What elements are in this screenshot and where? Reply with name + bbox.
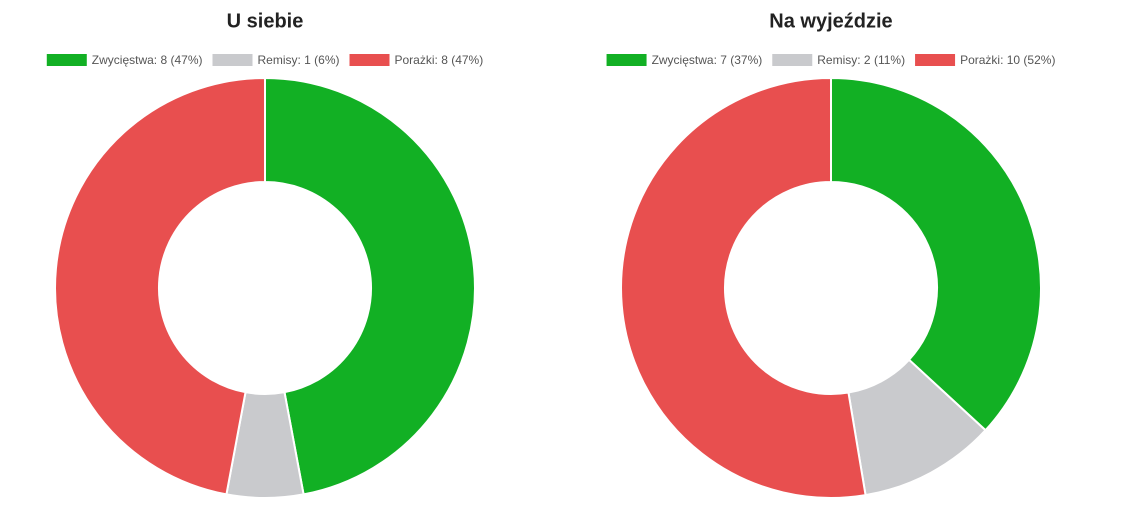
legend-swatch xyxy=(212,54,253,66)
chart-title: Na wyjeździe xyxy=(769,10,892,32)
legend-swatch xyxy=(349,54,390,66)
chart-title: U siebie xyxy=(227,10,304,32)
donut-slice xyxy=(830,76,1042,432)
donut-slice xyxy=(54,76,266,496)
legend-swatch xyxy=(915,54,956,66)
legend: Zwycięstwa: 8 (47%) Remisy: 1 (6%) Porażki… xyxy=(46,53,484,67)
legend: Zwycięstwa: 7 (37%) Remisy: 2 (11%) Porażk… xyxy=(606,53,1055,67)
legend-label: Zwycięstwa: 8 (47%) xyxy=(92,53,203,67)
legend-label: Remisy: 2 (11%) xyxy=(817,53,905,67)
donut-slice xyxy=(264,76,476,496)
legend-label: Porażki: 8 (47%) xyxy=(395,53,484,67)
legend-swatch xyxy=(606,54,647,66)
donut-slice xyxy=(620,76,867,499)
legend-swatch xyxy=(46,54,87,66)
legend-label: Zwycięstwa: 7 (37%) xyxy=(652,53,763,67)
legend-label: Remisy: 1 (6%) xyxy=(257,53,339,67)
legend-swatch xyxy=(772,54,813,66)
legend-label: Porażki: 10 (52%) xyxy=(960,53,1055,67)
